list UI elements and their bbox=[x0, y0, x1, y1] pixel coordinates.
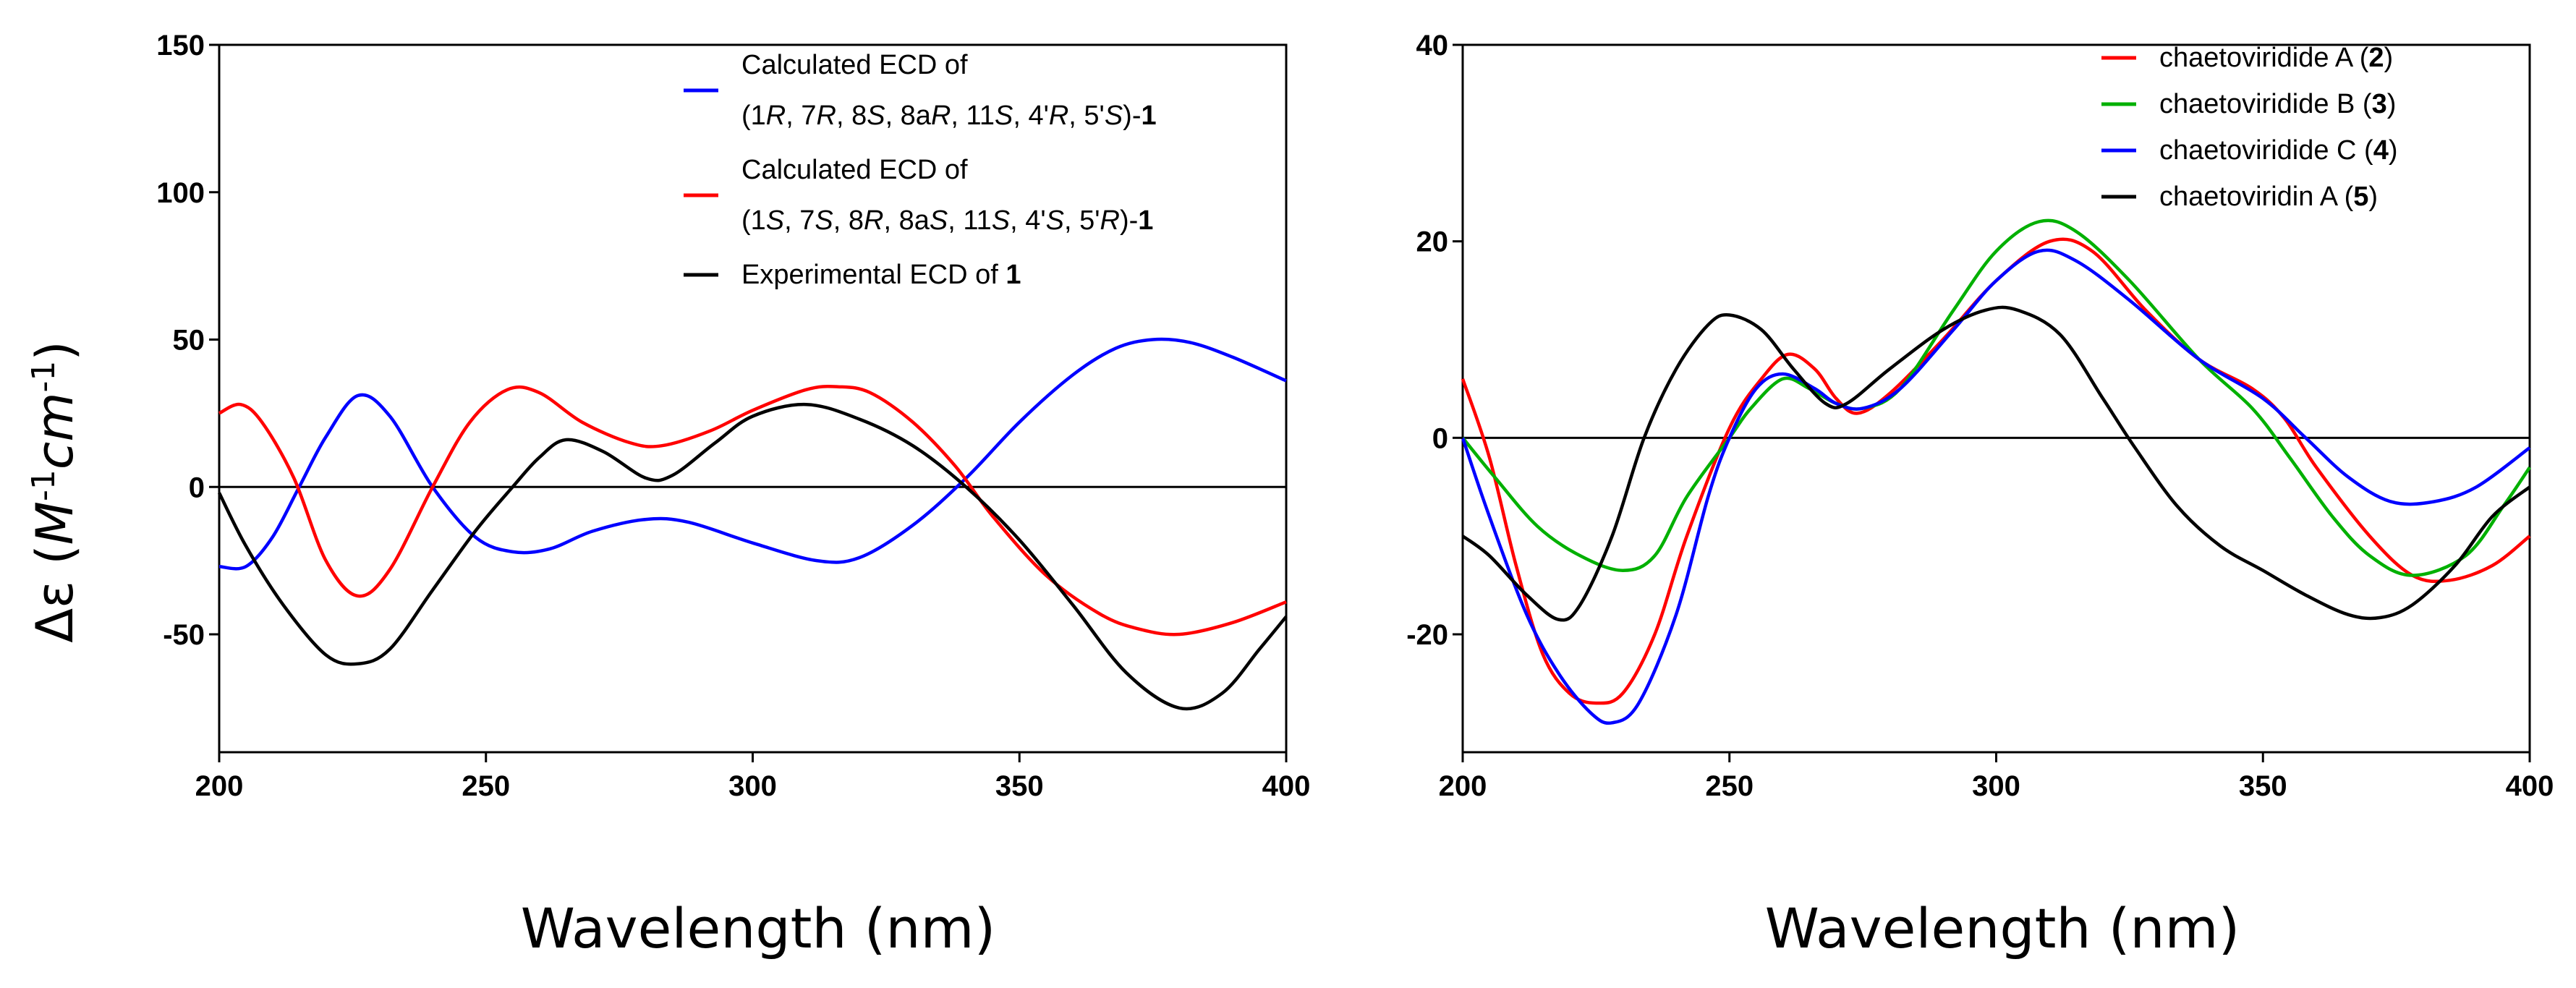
legend-label: (1R, 7R, 8S, 8aR, 11S, 4'R, 5'S)-1 bbox=[741, 101, 1157, 131]
y-tick-label: -50 bbox=[163, 619, 205, 651]
left-y-axis-label: Δε (M-1cm-1) bbox=[25, 341, 85, 642]
y-tick-label: 100 bbox=[156, 177, 205, 209]
y-tick-label: 0 bbox=[1432, 422, 1448, 454]
series-line bbox=[217, 402, 1288, 711]
y-tick-label: 150 bbox=[156, 30, 205, 61]
left-panel: 200 250 300 350 400 -50 0 50 100 150 Calculated … bbox=[25, 30, 1311, 961]
x-tick-label: 300 bbox=[728, 770, 777, 802]
y-tick-label: 50 bbox=[173, 325, 205, 357]
x-tick-label: 350 bbox=[995, 770, 1044, 802]
right-legend: chaetoviridide A (2) chaetoviridide B (3)… bbox=[2101, 43, 2397, 212]
legend-entry: chaetoviridide C (4) bbox=[2101, 135, 2397, 166]
x-tick-label: 250 bbox=[462, 770, 510, 802]
left-legend: Calculated ECD of (1R, 7R, 8S, 8aR, 11S, … bbox=[684, 50, 1157, 290]
x-tick-label: 400 bbox=[2506, 770, 2554, 802]
right-series-lines bbox=[1461, 218, 2531, 725]
legend-entry: Calculated ECD of (1S, 7S, 8R, 8aS, 11S, … bbox=[684, 155, 1153, 236]
series-line bbox=[218, 337, 1287, 571]
left-y-ticks: -50 0 50 100 150 bbox=[156, 30, 219, 651]
series-line bbox=[1461, 218, 2531, 577]
series-line bbox=[1461, 305, 2531, 622]
x-tick-label: 200 bbox=[1439, 770, 1487, 802]
plot-border bbox=[218, 43, 1288, 754]
right-y-ticks: -20 0 20 40 bbox=[1406, 30, 1463, 651]
x-tick-label: 350 bbox=[2239, 770, 2287, 802]
left-series-lines bbox=[217, 337, 1288, 711]
x-tick-label: 300 bbox=[1972, 770, 2020, 802]
legend-entry: Calculated ECD of (1R, 7R, 8S, 8aR, 11S, … bbox=[684, 50, 1157, 131]
legend-label: chaetoviridide B (3) bbox=[2159, 89, 2396, 119]
y-tick-label: -20 bbox=[1406, 619, 1448, 651]
legend-entry: chaetoviridide A (2) bbox=[2101, 43, 2393, 73]
x-tick-label: 200 bbox=[195, 770, 244, 802]
left-x-ticks: 200 250 300 350 400 bbox=[195, 752, 1311, 802]
legend-label: (1S, 7S, 8R, 8aS, 11S, 4'S, 5'R)-1 bbox=[741, 205, 1153, 236]
series-line bbox=[1461, 248, 2531, 725]
right-x-axis-label: Wavelength (nm) bbox=[1765, 896, 2240, 961]
x-tick-label: 250 bbox=[1705, 770, 1754, 802]
left-x-axis-label: Wavelength (nm) bbox=[521, 896, 996, 961]
y-tick-label: 20 bbox=[1416, 226, 1449, 258]
legend-label: chaetoviridide A (2) bbox=[2159, 43, 2393, 73]
series-line bbox=[218, 384, 1287, 636]
right-panel: 200 250 300 350 400 -20 0 20 40 chaetoviridide … bbox=[1406, 30, 2554, 961]
legend-label: chaetoviridide C (4) bbox=[2159, 135, 2397, 166]
legend-label: Calculated ECD of bbox=[741, 155, 968, 185]
legend-entry: chaetoviridin A (5) bbox=[2101, 182, 2378, 212]
left-plot-frame bbox=[218, 43, 1288, 754]
legend-label: Experimental ECD of 1 bbox=[741, 260, 1021, 290]
legend-label: chaetoviridin A (5) bbox=[2159, 182, 2378, 212]
legend-entry: Experimental ECD of 1 bbox=[684, 260, 1021, 290]
legend-entry: chaetoviridide B (3) bbox=[2101, 89, 2396, 119]
y-tick-label: 40 bbox=[1416, 30, 1449, 61]
y-tick-label: 0 bbox=[189, 472, 205, 503]
legend-label: Calculated ECD of bbox=[741, 50, 968, 80]
right-x-ticks: 200 250 300 350 400 bbox=[1439, 752, 2554, 802]
x-tick-label: 400 bbox=[1262, 770, 1311, 802]
